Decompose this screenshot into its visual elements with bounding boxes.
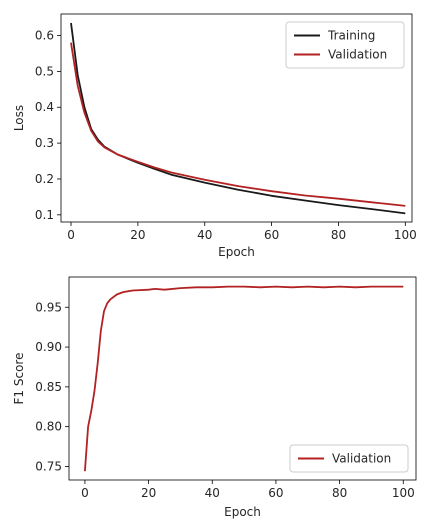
y-tick-label: 0.85 — [35, 380, 62, 394]
legend-box — [289, 444, 409, 473]
legend: Training Validation — [285, 21, 405, 69]
y-tick-label: 0.2 — [35, 172, 54, 186]
x-tick-label: 60 — [268, 486, 283, 500]
legend: Validation — [289, 444, 409, 473]
x-tick-label: 40 — [197, 228, 212, 242]
y-axis-label: F1 Score — [12, 353, 26, 405]
x-tick-label: 0 — [67, 228, 75, 242]
x-tick-label: 100 — [394, 228, 417, 242]
x-tick-label: 20 — [130, 228, 145, 242]
y-tick-label: 0.6 — [35, 29, 54, 43]
x-tick-label: 20 — [141, 486, 156, 500]
series-line-validation — [70, 42, 406, 207]
series-line-validation — [84, 285, 404, 472]
x-tick-label: 0 — [81, 486, 89, 500]
series-line-training — [70, 22, 406, 215]
y-tick-label: 0.95 — [35, 300, 62, 314]
x-tick-label: 100 — [392, 486, 415, 500]
x-tick-label: 60 — [264, 228, 279, 242]
y-tick-label: 0.3 — [35, 136, 54, 150]
chart-2: 0 20 40 60 80 100 0.75 0.80 0.85 0.90 0.95 Epoch F1 … — [12, 276, 417, 519]
y-tick-label: 0.75 — [35, 459, 62, 473]
legend-label-validation: Validation — [328, 48, 387, 62]
y-tick-label: 0.5 — [35, 64, 54, 78]
chart-1: 0 20 40 60 80 100 0.1 0.2 0.3 0.4 0.5 0.6 Epoch Loss T… — [12, 13, 417, 259]
legend-box — [285, 21, 405, 69]
plot-frame — [60, 13, 413, 223]
y-tick-label: 0.80 — [35, 420, 62, 434]
y-axis-label: Loss — [12, 105, 26, 131]
y-tick-label: 0.90 — [35, 340, 62, 354]
x-axis-label: Epoch — [224, 505, 261, 519]
x-tick-label: 40 — [205, 486, 220, 500]
legend-label-training: Training — [327, 29, 375, 43]
plot-frame — [68, 276, 417, 481]
x-tick-label: 80 — [332, 486, 347, 500]
y-tick-label: 0.1 — [35, 208, 54, 222]
x-axis-label: Epoch — [218, 245, 255, 259]
y-tick-label: 0.4 — [35, 100, 54, 114]
legend-label-validation: Validation — [332, 452, 391, 466]
x-tick-label: 80 — [331, 228, 346, 242]
